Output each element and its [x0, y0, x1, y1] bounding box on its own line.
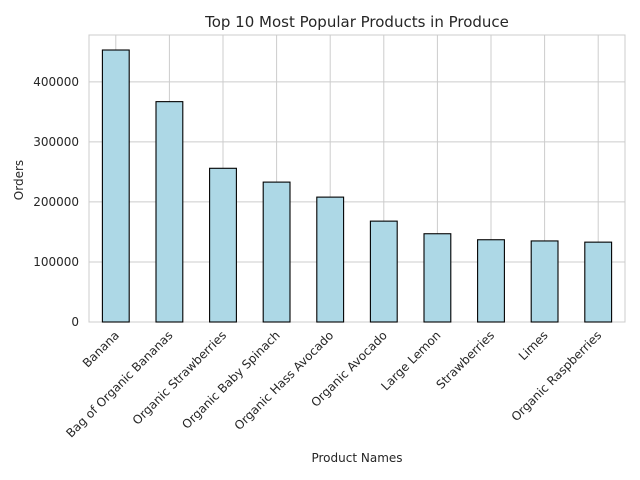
bar [155, 101, 184, 323]
y-axis-label: Orders [12, 160, 26, 200]
bar [584, 241, 613, 323]
x-tick-label: Organic Strawberries [130, 328, 229, 427]
x-axis-label: Product Names [311, 451, 402, 465]
bar [369, 220, 398, 323]
bar [316, 196, 345, 323]
bar [530, 240, 559, 323]
x-tick-label: Bag of Organic Bananas [63, 328, 175, 440]
x-tick-label: Organic Baby Spinach [179, 328, 282, 431]
plot-frame [88, 34, 626, 323]
y-tick-label: 100000 [33, 255, 79, 269]
bar [477, 239, 505, 323]
y-tick-labels: 0 100000 200000 300000 400000 [33, 75, 79, 329]
x-tick-label: Organic Raspberries [509, 328, 605, 424]
bar [101, 49, 130, 323]
bar [209, 167, 237, 323]
x-tick-label: Limes [516, 328, 551, 363]
y-tick-label: 0 [71, 315, 79, 329]
y-tick-label: 400000 [33, 75, 79, 89]
y-tick-label: 200000 [33, 195, 79, 209]
x-tick-label: Organic Hass Avocado [232, 328, 337, 433]
bar [262, 181, 291, 323]
bar [423, 233, 452, 323]
chart-title: Top 10 Most Popular Products in Produce [204, 13, 509, 31]
bars [101, 49, 613, 323]
y-tick-label: 300000 [33, 135, 79, 149]
x-tick-label: Banana [80, 328, 122, 370]
